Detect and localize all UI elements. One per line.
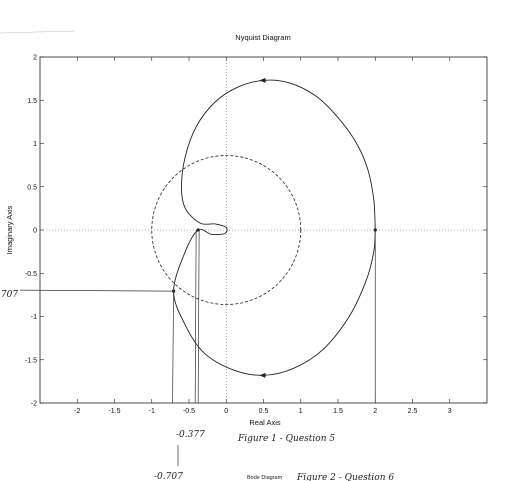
drop-line-horizontal-0707 bbox=[19, 289, 174, 292]
y-tick-label: 2 bbox=[33, 55, 37, 62]
y-ticks: -2 -1.5 -1 -0.5 0 0.5 1 1.5 2 bbox=[25, 55, 487, 408]
y-tick-label: -1 bbox=[31, 314, 37, 321]
direction-arrow bbox=[259, 77, 266, 83]
drop-line-minus-0707 bbox=[172, 291, 174, 404]
x-tick-label: 0 bbox=[224, 408, 228, 415]
y-axis-label: Imaginary Axis bbox=[5, 205, 14, 254]
x-tick-label: -1.5 bbox=[108, 408, 120, 415]
plot-frame bbox=[39, 56, 488, 404]
zero-grid-lines bbox=[40, 57, 487, 403]
caption-figure-1: Figure 1 - Question 5 bbox=[237, 434, 335, 444]
drop-line-minus-0377-b bbox=[197, 229, 200, 404]
left-value-annotation: .707 bbox=[0, 290, 18, 300]
y-tick-label: 0 bbox=[33, 228, 37, 235]
y-tick-label: 0.5 bbox=[27, 184, 37, 191]
x-tick-label: 0.5 bbox=[259, 408, 269, 415]
y-tick-label: -0.5 bbox=[25, 271, 37, 278]
x-tick-label: 2.5 bbox=[408, 408, 418, 415]
y-tick-label: 1 bbox=[33, 141, 37, 148]
y-tick-label: -2 bbox=[31, 401, 37, 408]
direction-arrow bbox=[259, 372, 266, 378]
y-tick-label: 1.5 bbox=[27, 98, 37, 105]
x-tick-label: 3 bbox=[448, 408, 452, 415]
x-tick-label: -2 bbox=[74, 408, 80, 415]
x-tick-label: -0.5 bbox=[183, 408, 195, 415]
bode-label: Bode Diagram bbox=[247, 475, 283, 481]
caption-figure-2: Figure 2 - Question 6 bbox=[296, 473, 394, 481]
drop-label-2: -0.707 bbox=[154, 472, 183, 481]
x-tick-label: 2 bbox=[373, 408, 377, 415]
x-tick-label: -1 bbox=[149, 408, 155, 415]
curve-markers bbox=[171, 77, 377, 378]
x-axis-label: Real Axis bbox=[249, 418, 281, 427]
unit-circle-dashed bbox=[151, 155, 302, 305]
nyquist-curve bbox=[173, 79, 376, 376]
drop-label-1: -0.377 bbox=[176, 430, 205, 440]
handwritten-drop-lines bbox=[19, 229, 376, 466]
y-tick-label: -1.5 bbox=[25, 357, 37, 364]
scan-edge-line bbox=[0, 30, 76, 34]
drop-line-minus-0377 bbox=[194, 229, 197, 404]
chart-title: Nyquist Diagram bbox=[235, 33, 290, 42]
x-tick-label: 1 bbox=[299, 408, 303, 415]
x-ticks: -2 -1.5 -1 -0.5 0 0.5 1 1.5 2 2.5 3 bbox=[74, 57, 452, 415]
x-tick-label: 1.5 bbox=[333, 408, 343, 415]
